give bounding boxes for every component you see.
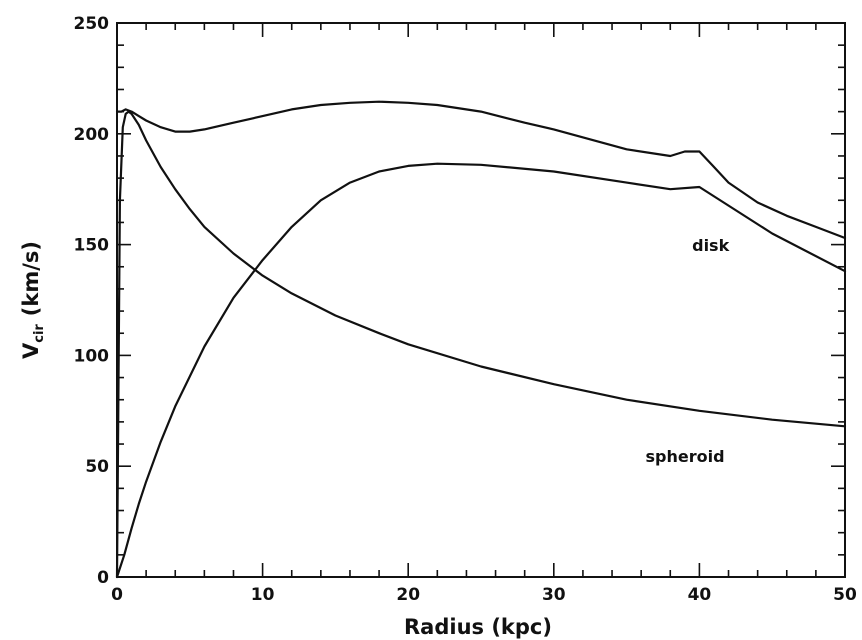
- y-axis-label-main: V: [19, 342, 43, 359]
- series-line-2: [115, 110, 847, 579]
- x-tick-label: 40: [688, 585, 712, 605]
- tick-labels: 0 10 20 30 40 50 0 50 100 150 200 250: [74, 14, 857, 605]
- x-tick-label: 0: [111, 585, 123, 605]
- y-axis-label-sub: cir: [32, 324, 47, 343]
- x-tick-label: 10: [251, 585, 275, 605]
- x-tick-label: 20: [396, 585, 420, 605]
- y-tick-label: 100: [74, 346, 110, 366]
- y-axis-label: Vcir (km/s): [19, 241, 47, 359]
- x-axis-label: Radius (kpc): [404, 615, 552, 639]
- x-tick-label: 30: [542, 585, 566, 605]
- y-tick-label: 150: [74, 236, 110, 256]
- x-tick-label: 50: [833, 585, 857, 605]
- series-line-1: [115, 162, 847, 579]
- svg-text:Vcir(km/s): Vcir (km/s): [19, 241, 47, 359]
- curves: [115, 100, 847, 579]
- y-tick-label: 200: [74, 125, 110, 145]
- plot-frame: [116, 22, 846, 578]
- y-tick-label: 0: [97, 568, 109, 588]
- series-line-0: [115, 100, 847, 240]
- annotation-spheroid: spheroid: [646, 447, 725, 466]
- y-axis-label-units: (km/s): [19, 241, 43, 316]
- y-tick-label: 250: [74, 14, 110, 34]
- annotation-disk: disk: [692, 236, 729, 255]
- y-tick-label: 50: [85, 457, 109, 477]
- axis-ticks: [116, 22, 846, 578]
